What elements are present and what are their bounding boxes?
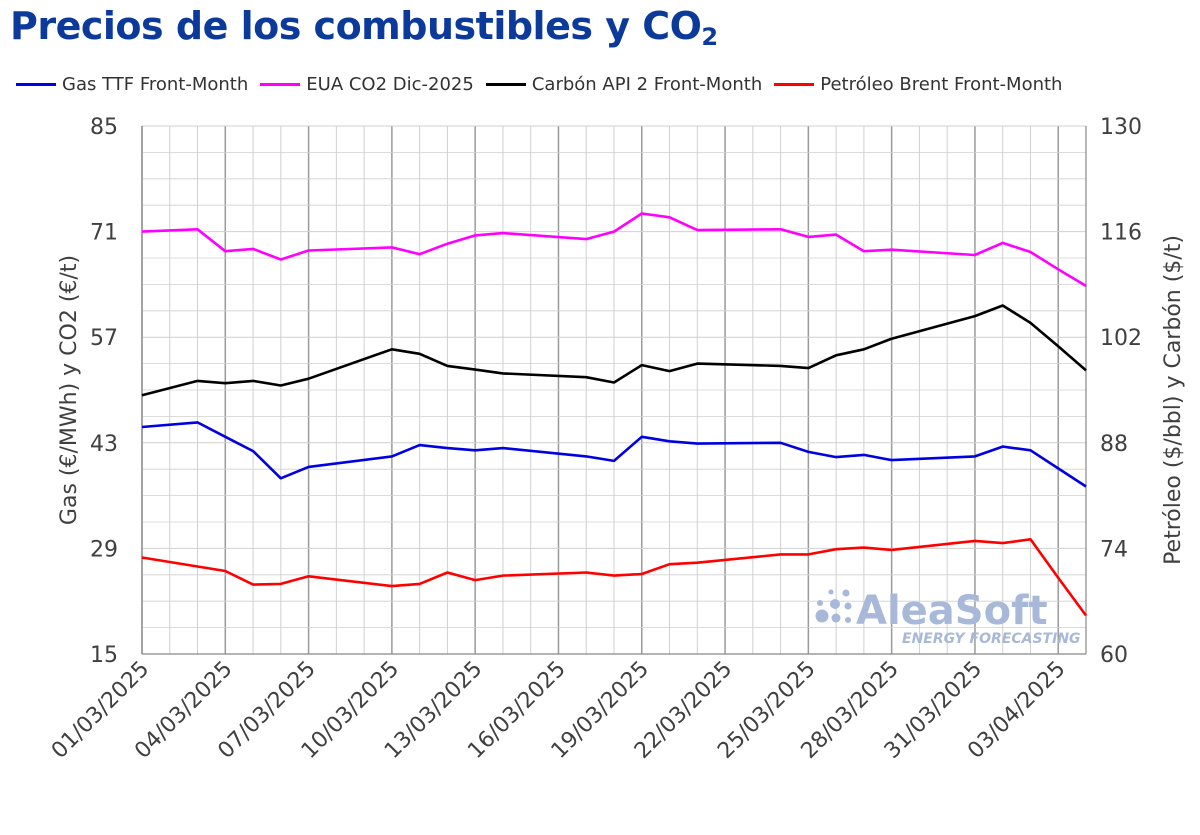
y-left-tick-label: 85 [90,115,118,140]
legend-swatch [260,83,301,86]
y-left-tick-label: 29 [90,537,118,562]
legend-swatch [485,83,526,86]
chart-title-main: Precios de los combustibles y CO [10,4,702,48]
y-right-axis-title: Petróleo ($/bbl) y Carbón ($/t) [1161,235,1186,565]
watermark-dot [844,602,852,610]
y-left-tick-label: 15 [90,643,118,668]
series-line [141,304,1087,397]
watermark-dot [830,599,840,609]
series-line [141,421,1087,488]
legend-item: Petróleo Brent Front-Month [774,74,1062,95]
chart-legend: Gas TTF Front-Month EUA CO2 Dic-2025 Carbó… [16,74,1062,95]
legend-label: Carbón API 2 Front-Month [531,74,763,95]
y-right-tick-label: 130 [1100,115,1142,140]
legend-label: Gas TTF Front-Month [62,74,249,95]
legend-label: EUA CO2 Dic-2025 [306,74,474,95]
legend-label: Petróleo Brent Front-Month [820,74,1063,95]
y-right-tick-label: 88 [1100,432,1128,457]
watermark-dot [831,613,841,623]
series-line [141,537,1088,617]
y-right-tick-label: 102 [1100,326,1142,351]
watermark-brand: AleaSoft [856,588,1048,634]
y-right-tick-label: 116 [1100,221,1142,246]
series-line [141,212,1087,288]
chart-title: Precios de los combustibles y CO2 [10,4,718,51]
watermark-tagline: ENERGY FORECASTING [902,631,1081,647]
series-lines [141,212,1088,617]
chart-title-subscript: 2 [701,23,718,51]
y-right-tick-label: 74 [1100,537,1128,562]
legend-item: Carbón API 2 Front-Month [485,74,763,95]
y-left-tick-label: 43 [90,432,118,457]
watermark-dot [817,600,823,606]
watermark-dot [815,609,829,623]
watermark-dot [842,589,850,597]
y-right-tick-label: 60 [1100,643,1128,668]
legend-swatch [774,83,815,86]
legend-item: EUA CO2 Dic-2025 [260,74,474,95]
legend-swatch [16,83,56,86]
y-left-axis-title: Gas (€/MWh) y CO2 (€/t) [57,255,82,525]
y-left-tick-label: 57 [90,326,118,351]
legend-item: Gas TTF Front-Month [16,74,248,95]
watermark-dot [845,617,851,623]
watermark-dot [828,589,834,595]
y-left-tick-label: 71 [90,221,118,246]
